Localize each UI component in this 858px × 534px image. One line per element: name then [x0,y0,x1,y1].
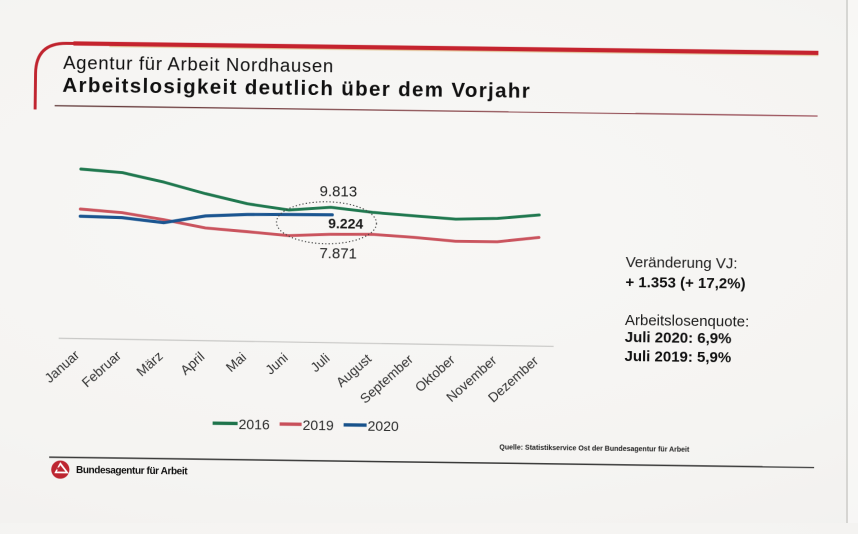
svg-text:Februar: Februar [79,347,124,390]
svg-text:März: März [134,348,166,379]
svg-text:April: April [177,349,207,378]
svg-text:Januar: Januar [42,347,83,386]
svg-text:Juli: Juli [308,350,333,375]
svg-text:Mai: Mai [223,349,249,375]
svg-text:Juni: Juni [263,350,291,378]
